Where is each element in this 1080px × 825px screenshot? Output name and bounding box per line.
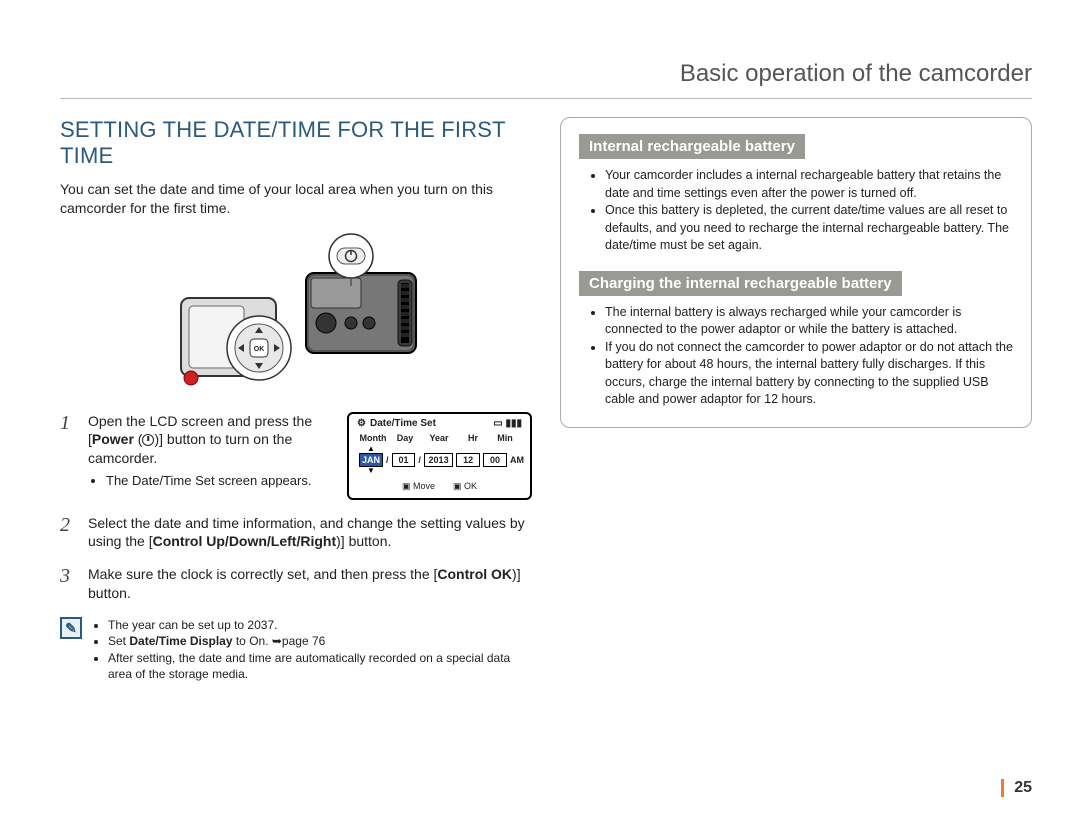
b2-1: If you do not connect the camcorder to p…: [605, 339, 1013, 409]
step-2: 2 Select the date and time information, …: [60, 514, 532, 552]
lcd-hr[interactable]: 12: [456, 453, 480, 467]
svg-text:OK: OK: [254, 346, 265, 353]
battery-list-1: Your camcorder includes a internal recha…: [605, 167, 1013, 255]
lcd-ampm: AM: [510, 455, 524, 465]
lcd-month[interactable]: JAN: [359, 453, 383, 467]
b1-0: Your camcorder includes a internal recha…: [605, 167, 1013, 202]
s3a: Make sure the clock is correctly set, an…: [88, 566, 437, 582]
step1c: (: [134, 431, 143, 447]
note-box: ✎ The year can be set up to 2037. Set Da…: [60, 617, 532, 682]
lbl-day: Day: [391, 433, 419, 443]
camcorder-illustration: OK: [151, 228, 441, 398]
step-num-1: 1: [60, 412, 78, 500]
lcd-gear-icon: ⚙: [357, 418, 366, 429]
note-2: Set Date/Time Display to On. ➥page 76: [108, 633, 532, 649]
note2-bold: Date/Time Display: [129, 634, 232, 648]
step-1: 1 Open the LCD screen and press the [Pow…: [60, 412, 532, 500]
left-column: SETTING THE DATE/TIME FOR THE FIRST TIME…: [60, 117, 532, 682]
main-columns: SETTING THE DATE/TIME FOR THE FIRST TIME…: [60, 117, 1032, 682]
s2b: Control Up/Down/Left/Right: [153, 533, 337, 549]
lcd-datetime-screen: ⚙ Date/Time Set ▭ ▮▮▮ Month Day Year Hr …: [347, 412, 532, 500]
note-3: After setting, the date and time are aut…: [108, 650, 532, 682]
right-column: Internal rechargeable battery Your camco…: [560, 117, 1032, 682]
step-3-text: Make sure the clock is correctly set, an…: [88, 565, 532, 603]
s3b: Control OK: [437, 566, 512, 582]
lcd-values: JAN/ 01/ 2013 12 00 AM: [355, 453, 524, 467]
step-2-text: Select the date and time information, an…: [88, 514, 532, 552]
page-header: Basic operation of the camcorder: [60, 60, 1032, 99]
power-icon: [142, 434, 154, 446]
b2-0: The internal battery is always recharged…: [605, 304, 1013, 339]
lbl-month: Month: [359, 433, 387, 443]
lcd-ok: OK: [453, 481, 477, 492]
note-icon: ✎: [60, 617, 82, 639]
step-3: 3 Make sure the clock is correctly set, …: [60, 565, 532, 603]
lcd-day[interactable]: 01: [392, 453, 416, 467]
subhead-charging: Charging the internal rechargeable batte…: [579, 271, 902, 296]
step-num-3: 3: [60, 565, 78, 603]
battery-list-2: The internal battery is always recharged…: [605, 304, 1013, 409]
battery-icon: ▭ ▮▮▮: [493, 418, 522, 429]
lcd-down-arrow: ▼: [355, 467, 524, 475]
subhead-internal-battery: Internal rechargeable battery: [579, 134, 805, 159]
lcd-up-arrow: ▲: [355, 445, 524, 453]
info-panel: Internal rechargeable battery Your camco…: [560, 117, 1032, 428]
b1-1: Once this battery is depleted, the curre…: [605, 202, 1013, 255]
lcd-min[interactable]: 00: [483, 453, 507, 467]
step-num-2: 2: [60, 514, 78, 552]
intro-text: You can set the date and time of your lo…: [60, 180, 532, 218]
lcd-footer: Move OK: [355, 481, 524, 492]
lbl-hr: Hr: [459, 433, 487, 443]
page-number: 25: [1001, 779, 1032, 797]
note-list: The year can be set up to 2037. Set Date…: [108, 617, 532, 682]
lbl-min: Min: [491, 433, 519, 443]
note-1: The year can be set up to 2037.: [108, 617, 532, 633]
section-title: SETTING THE DATE/TIME FOR THE FIRST TIME: [60, 117, 532, 170]
lcd-title: Date/Time Set: [366, 418, 493, 429]
lcd-move: Move: [402, 481, 435, 492]
lcd-year[interactable]: 2013: [424, 453, 453, 467]
step-1-text: Open the LCD screen and press the [Power…: [88, 412, 335, 490]
s2c: )] button.: [336, 533, 391, 549]
step1b: Power: [92, 431, 134, 447]
step-1-sub: The Date/Time Set screen appears.: [106, 472, 335, 490]
lbl-year: Year: [423, 433, 455, 443]
lcd-labels: Month Day Year Hr Min: [355, 433, 524, 443]
